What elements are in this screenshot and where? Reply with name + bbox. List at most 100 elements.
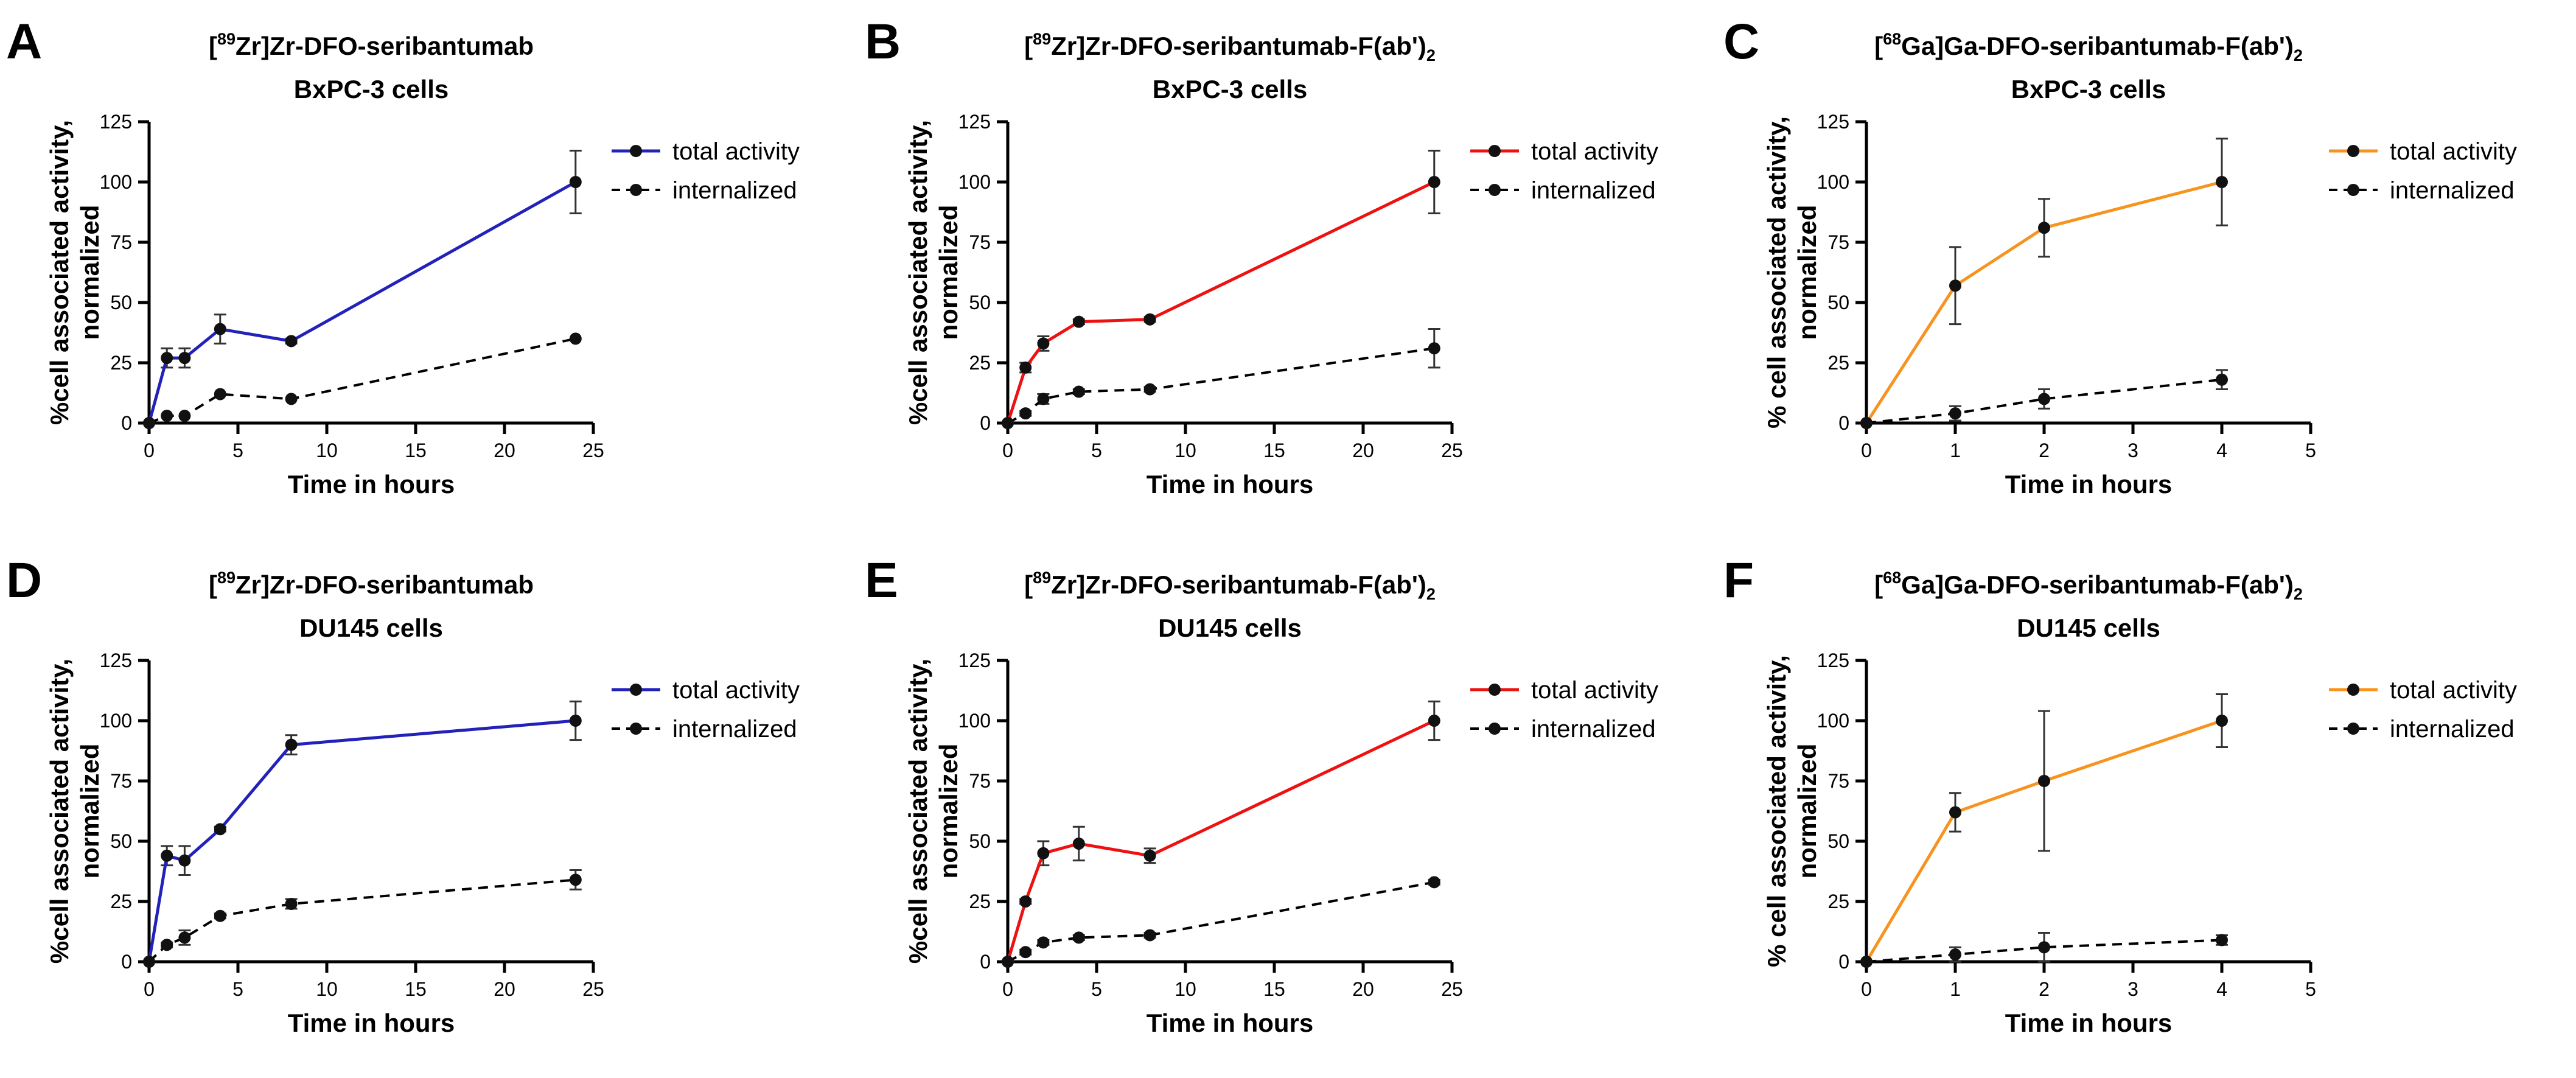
legend-swatch-marker [2347, 684, 2359, 696]
x-tick-label: 0 [1002, 978, 1013, 1000]
x-tick-label: 5 [232, 439, 243, 461]
data-point [569, 873, 582, 886]
x-axis-label: Time in hours [2005, 1009, 2173, 1037]
data-point [569, 176, 582, 188]
title-part: 89 [217, 569, 236, 587]
chart-svg: 0 25 50 75 100 125 0 5 10 15 20 25 Time in hours %cel… [904, 111, 1658, 499]
y-axis-label-line-1: %cell associated activity, [45, 120, 74, 425]
panel-letter: C [1723, 14, 1760, 69]
y-tick-label: 125 [100, 649, 132, 671]
chart-panel-c: C [68Ga]Ga-DFO-seribantumab-F(ab')2 BxPC-3… [1717, 0, 2576, 539]
data-point [285, 335, 298, 348]
series-line-total-activity [147, 719, 576, 962]
x-tick-label: 20 [494, 439, 515, 461]
data-point [285, 393, 298, 405]
y-tick-label: 75 [1827, 770, 1849, 792]
y-axis-label-line-1: %cell associated activity, [45, 659, 74, 964]
series-line-internalized [1007, 881, 1435, 963]
y-tick-label: 50 [1827, 292, 1849, 313]
y-tick-label: 0 [1838, 412, 1849, 434]
data-point [178, 410, 191, 422]
x-tick-label: 2 [2039, 978, 2050, 1000]
y-tick-label: 0 [121, 951, 132, 973]
data-point [1019, 946, 1032, 959]
legend-label: total activity [672, 138, 800, 165]
x-tick-label: 4 [2216, 978, 2227, 1000]
y-tick-label: 50 [110, 830, 132, 852]
chart-title: [89Zr]Zr-DFO-seribantumab BxPC-3 cells [140, 22, 602, 107]
data-point [2038, 393, 2050, 405]
y-tick-label: 100 [1817, 171, 1849, 193]
x-axis-label: Time in hours [288, 470, 455, 499]
title-part: Zr]Zr-DFO-seribantumab-F(ab') [1051, 570, 1426, 599]
title-part: [ [1874, 32, 1883, 60]
data-point [1143, 313, 1156, 326]
title-part: [ [1024, 570, 1033, 599]
series-line-total-activity [147, 180, 577, 424]
y-tick-label: 75 [1827, 231, 1849, 253]
data-point [2216, 176, 2228, 188]
y-tick-label: 50 [969, 830, 991, 852]
data-point [569, 715, 582, 727]
series-line-internalized [148, 878, 576, 963]
data-point [1037, 393, 1050, 405]
data-point [161, 849, 173, 862]
chart-svg: 0 25 50 75 100 125 0 5 10 15 20 25 Time in hours %cel… [904, 649, 1658, 1037]
data-point [178, 931, 191, 944]
x-tick-label: 15 [405, 439, 427, 461]
x-tick-label: 0 [1861, 439, 1872, 461]
title-part: 89 [217, 30, 236, 48]
x-tick-label: 4 [2216, 439, 2227, 461]
x-tick-label: 5 [232, 978, 243, 1000]
y-tick-label: 50 [1827, 830, 1849, 852]
x-tick-label: 5 [2305, 439, 2316, 461]
chart-title: [68Ga]Ga-DFO-seribantumab-F(ab')2 DU145 c… [1857, 561, 2320, 645]
data-point [1949, 279, 1961, 292]
data-point [1949, 407, 1961, 420]
legend-label: total activity [1531, 138, 1658, 165]
data-point [285, 738, 298, 751]
chart-panel-d: D [89Zr]Zr-DFO-seribantumab DU145 cells 0 25… [0, 539, 859, 1077]
chart-panel-b: B [89Zr]Zr-DFO-seribantumab-F(ab')2 BxPC-3… [859, 0, 1717, 539]
data-point [1143, 929, 1156, 942]
chart-subtitle: DU145 cells [2017, 614, 2160, 642]
y-axis-label-line-2: normalized [75, 744, 104, 879]
title-part: Ga]Ga-DFO-seribantumab-F(ab') [1901, 570, 2294, 599]
series-line-total-activity [1865, 719, 2222, 963]
data-point [1428, 176, 1440, 188]
x-tick-label: 5 [1091, 439, 1102, 461]
x-tick-label: 2 [2039, 439, 2050, 461]
legend-label: internalized [672, 716, 797, 743]
legend-label: internalized [2390, 177, 2515, 204]
y-tick-label: 25 [110, 891, 132, 912]
x-tick-label: 25 [1441, 978, 1463, 1000]
x-axis-label: Time in hours [1147, 1009, 1314, 1037]
chart-panel-f: F [68Ga]Ga-DFO-seribantumab-F(ab')2 DU145 … [1717, 539, 2576, 1077]
legend-label: internalized [2390, 716, 2515, 743]
y-axis-label-line-1: %cell associated activity, [904, 120, 932, 425]
panel-letter: D [6, 553, 43, 608]
series-line-total-activity [1006, 180, 1435, 424]
title-part: 89 [1033, 569, 1052, 587]
title-part: [ [208, 32, 217, 60]
legend-swatch-marker [630, 145, 642, 157]
y-axis-label-line-2: normalized [1793, 205, 1821, 340]
y-tick-label: 100 [958, 171, 991, 193]
data-point [2216, 934, 2228, 947]
panel-letter: B [865, 14, 901, 69]
chart-title: [89Zr]Zr-DFO-seribantumab-F(ab')2 DU145 c… [999, 561, 1461, 645]
data-point [1143, 383, 1156, 396]
data-point [143, 956, 155, 968]
y-tick-label: 125 [958, 111, 991, 133]
chart-title-line-1: [68Ga]Ga-DFO-seribantumab-F(ab')2 [1857, 22, 2320, 72]
legend-swatch-marker [630, 684, 642, 696]
data-point [143, 417, 155, 429]
data-point [285, 897, 298, 910]
y-tick-label: 0 [121, 412, 132, 434]
x-tick-label: 10 [316, 978, 338, 1000]
legend-label: internalized [1531, 716, 1656, 743]
data-point [1019, 361, 1032, 374]
chart-svg: 0 25 50 75 100 125 0 1 2 3 4 5 Time in hours % cell a… [1762, 649, 2517, 1037]
chart-title: [89Zr]Zr-DFO-seribantumab DU145 cells [140, 561, 602, 645]
x-tick-label: 1 [1950, 439, 1961, 461]
